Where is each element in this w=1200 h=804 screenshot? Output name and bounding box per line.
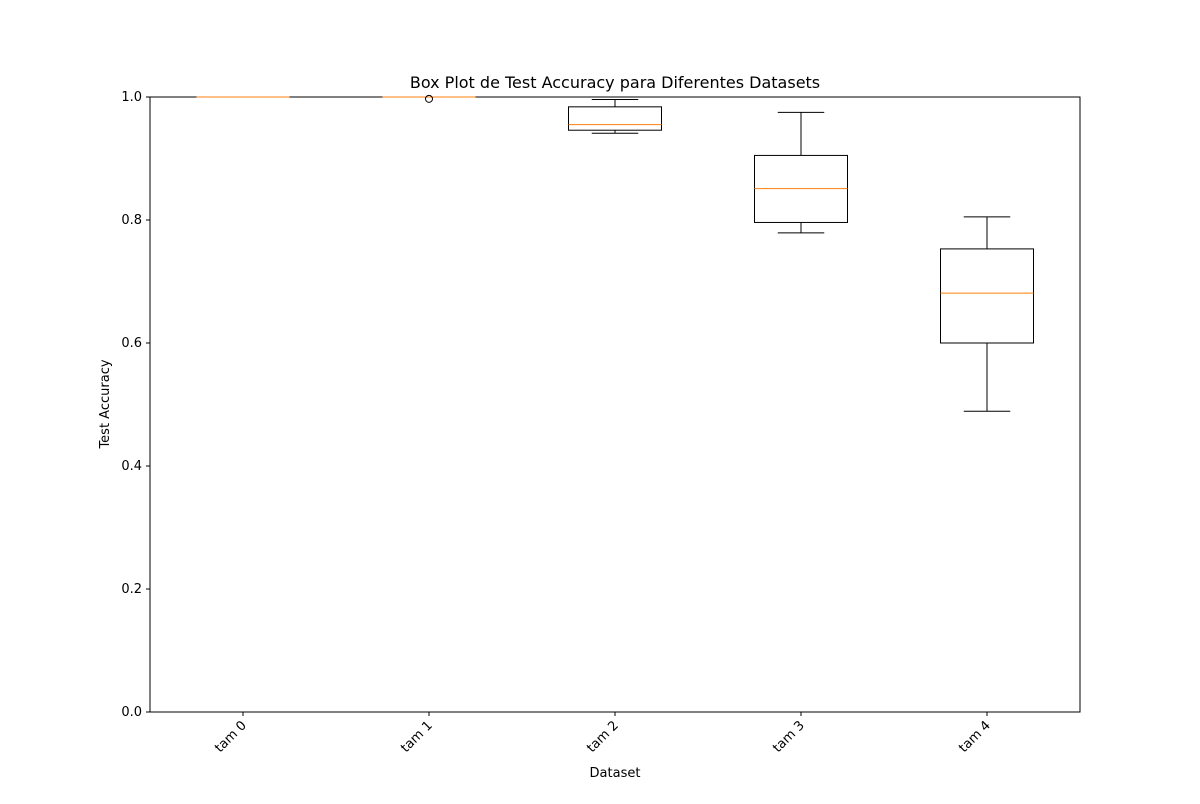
y-axis-label: Test Accuracy xyxy=(98,359,113,449)
y-tick-label: 0.6 xyxy=(121,336,142,351)
x-tick-label: tam 2 xyxy=(584,718,622,756)
y-tick-label: 1.0 xyxy=(121,90,142,105)
y-tick-label: 0.0 xyxy=(121,705,142,720)
y-tick-label: 0.4 xyxy=(121,459,142,474)
x-axis-label: Dataset xyxy=(590,766,641,781)
plot-area: 0.0 0.2 0.4 0.6 0.8 1.0 tam 0 tam 1 tam 2 tam 3 ta… xyxy=(121,90,1081,756)
box-iqr xyxy=(940,248,1034,344)
box-iqr xyxy=(568,106,662,131)
y-tick-label: 0.2 xyxy=(121,582,142,597)
x-tick-label: tam 3 xyxy=(770,718,808,756)
outlier-point xyxy=(425,94,433,103)
chart-title: Box Plot de Test Accuracy para Diferente… xyxy=(410,73,820,92)
y-tick-label: 0.8 xyxy=(121,213,142,228)
x-tick-label: tam 1 xyxy=(398,718,436,756)
x-tick-label: tam 4 xyxy=(956,718,994,756)
x-tick-label: tam 0 xyxy=(212,718,250,756)
plot-frame xyxy=(149,96,1081,713)
